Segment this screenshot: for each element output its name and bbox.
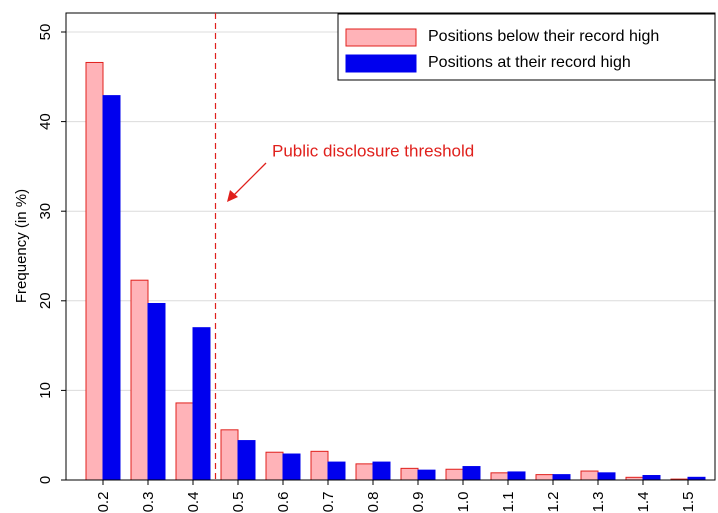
bar — [237, 440, 256, 481]
bar — [220, 429, 239, 481]
bar — [130, 279, 149, 481]
bar — [552, 474, 571, 481]
bar — [507, 471, 526, 481]
legend-label: Positions below their record high — [428, 28, 659, 45]
legend-label: Positions at their record high — [428, 54, 631, 71]
x-tick-label: 0.2 — [95, 492, 112, 513]
bar — [265, 451, 284, 481]
bar — [580, 470, 599, 481]
x-tick-label: 1.3 — [590, 492, 607, 513]
x-tick-label: 0.5 — [230, 492, 247, 513]
x-tick-label: 1.4 — [635, 492, 652, 513]
annotation-arrow — [229, 162, 267, 200]
y-tick-label: 0 — [37, 476, 54, 484]
x-tick-label: 1.1 — [500, 492, 517, 513]
plot-frame — [65, 12, 716, 481]
bar — [642, 475, 661, 481]
x-tick-label: 0.9 — [410, 492, 427, 513]
bar — [310, 450, 329, 481]
bar — [327, 461, 346, 481]
x-tick-label: 1.2 — [545, 492, 562, 513]
y-tick-label: 50 — [37, 24, 54, 41]
legend-swatch — [345, 54, 417, 73]
legend-swatch — [345, 28, 417, 47]
x-tick-label: 1.5 — [680, 492, 697, 513]
bar — [175, 402, 194, 481]
x-tick-label: 0.3 — [140, 492, 157, 513]
y-tick-label: 40 — [37, 113, 54, 130]
x-tick-label: 0.4 — [185, 492, 202, 513]
bar — [102, 95, 121, 481]
bar — [490, 472, 509, 481]
bar — [462, 466, 481, 481]
bar — [417, 469, 436, 481]
y-tick-label: 10 — [37, 382, 54, 399]
bar — [535, 474, 554, 481]
y-tick-label: 20 — [37, 292, 54, 309]
y-axis-label: Frequency (in %) — [13, 189, 30, 303]
x-tick-label: 0.7 — [320, 492, 337, 513]
bar — [400, 467, 419, 481]
x-tick-label: 1.0 — [455, 492, 472, 513]
bar — [355, 463, 374, 481]
bar — [192, 327, 211, 481]
x-tick-label: 0.8 — [365, 492, 382, 513]
arrow-head — [227, 190, 238, 202]
y-tick-label: 30 — [37, 203, 54, 220]
annotation: Public disclosure threshold — [272, 141, 474, 160]
bar — [147, 302, 166, 481]
plot-area — [66, 13, 715, 480]
x-tick-label: 0.6 — [275, 492, 292, 513]
bar — [372, 461, 391, 481]
bar — [445, 468, 464, 481]
bar — [597, 472, 616, 481]
bar — [85, 61, 104, 481]
bar — [282, 453, 301, 481]
